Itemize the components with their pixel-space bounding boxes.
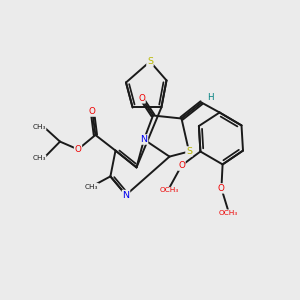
Text: N: N bbox=[140, 135, 148, 144]
Text: O: O bbox=[178, 161, 185, 170]
Text: OCH₃: OCH₃ bbox=[218, 210, 238, 216]
Text: S: S bbox=[147, 57, 153, 66]
Text: O: O bbox=[218, 184, 225, 193]
Text: S: S bbox=[186, 147, 192, 156]
Text: N: N bbox=[122, 190, 130, 200]
Text: O: O bbox=[75, 145, 81, 154]
Text: CH₃: CH₃ bbox=[32, 124, 46, 130]
Text: CH₃: CH₃ bbox=[32, 155, 46, 161]
Text: CH₃: CH₃ bbox=[85, 184, 98, 190]
Text: O: O bbox=[89, 107, 96, 116]
Text: H: H bbox=[207, 93, 213, 102]
Text: OCH₃: OCH₃ bbox=[160, 188, 179, 194]
Text: O: O bbox=[138, 94, 145, 103]
